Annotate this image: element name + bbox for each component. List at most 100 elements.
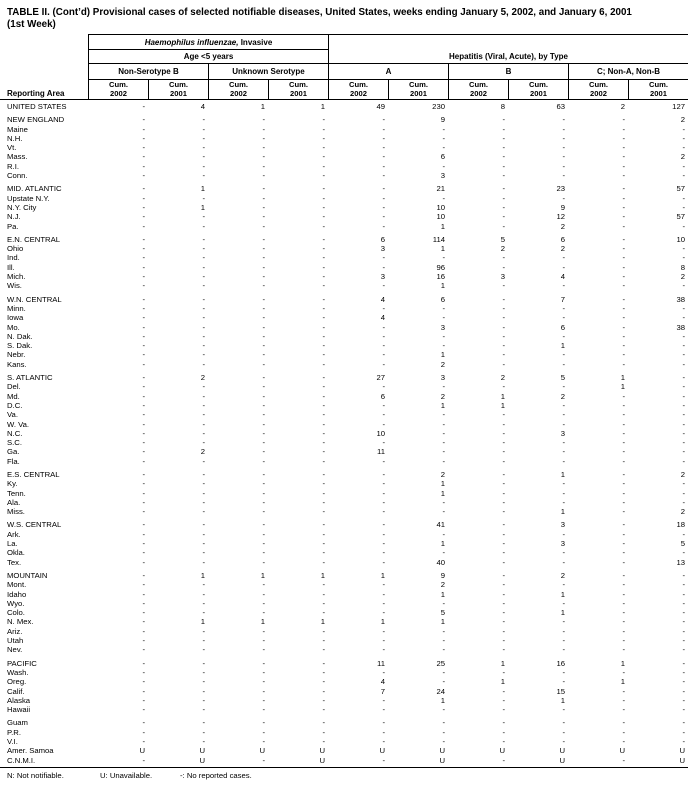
cell-value: - [382, 497, 385, 507]
cell-value: - [622, 281, 625, 291]
cell-value: 1 [620, 382, 625, 392]
row-label: N.H. [7, 133, 23, 143]
cell-value: - [622, 718, 625, 728]
cell-value: - [262, 548, 265, 558]
table-row: N.C. - - - - 10 - - 3 - - [0, 429, 688, 438]
cell-value: - [442, 438, 445, 448]
cell-value: - [682, 529, 685, 539]
row-label: E.N. CENTRAL [7, 234, 60, 244]
cell-value: - [442, 143, 445, 153]
cell-value: - [502, 382, 505, 392]
cell-value: - [142, 133, 145, 143]
cell-value: - [442, 677, 445, 687]
cell-value: - [622, 529, 625, 539]
cell-value: U [199, 746, 205, 756]
cell-value: - [682, 705, 685, 715]
cell-value: - [262, 400, 265, 410]
cell-value: - [682, 695, 685, 705]
cell-value: 3 [380, 244, 385, 254]
cell-value: - [682, 221, 685, 231]
cell-value: 1 [440, 539, 445, 549]
cell-value: - [622, 400, 625, 410]
cell-value: - [322, 400, 325, 410]
cell-value: - [502, 124, 505, 134]
cell-value: 8 [500, 102, 505, 111]
cell-value: 2 [680, 272, 685, 282]
column-header-cum-5: Cum. 2002 [328, 80, 388, 99]
cell-value: - [142, 598, 145, 608]
cell-value: - [142, 469, 145, 479]
cell-value: - [622, 497, 625, 507]
cell-value: - [202, 718, 205, 728]
cell-value: - [562, 557, 565, 567]
cell-value: - [682, 727, 685, 737]
cell-value: - [382, 253, 385, 263]
cell-value: - [202, 557, 205, 567]
table-row: Upstate N.Y. - - - - - - - - - - [0, 194, 688, 203]
cell-value: 1 [380, 570, 385, 580]
cell-value: - [262, 428, 265, 438]
table-row: N.Y. City - 1 - - - 10 - 9 - - [0, 203, 688, 212]
cell-value: - [142, 580, 145, 590]
cell-value: 1 [440, 488, 445, 498]
cell-value: - [202, 479, 205, 489]
cell-value: - [502, 438, 505, 448]
cell-value: - [442, 737, 445, 746]
cell-value: - [562, 400, 565, 410]
cell-value: - [682, 382, 685, 392]
cell-value: 24 [436, 686, 445, 696]
cell-value: - [202, 313, 205, 323]
cell-value: - [622, 557, 625, 567]
cell-value: - [562, 161, 565, 171]
cell-value: 8 [680, 262, 685, 272]
region-group: Guam - - - - - - - - - - P.R. - - - - - - - - - - V.I. - - - - - - - -… [0, 718, 688, 764]
cell-value: - [142, 410, 145, 420]
row-label: Ga. [7, 447, 20, 457]
cell-value: - [622, 456, 625, 466]
cell-value: - [382, 456, 385, 466]
cell-value: - [322, 488, 325, 498]
table-row: Ga. - 2 - - 11 - - - - - [0, 447, 688, 456]
cell-value: - [562, 617, 565, 627]
cell-value: - [502, 507, 505, 517]
cell-value: - [262, 382, 265, 392]
cell-value: - [322, 341, 325, 351]
cell-value: - [322, 667, 325, 677]
table-row: S.C. - - - - - - - - - - [0, 438, 688, 447]
cell-value: 6 [380, 391, 385, 401]
row-label: Ala. [7, 497, 21, 507]
cell-value: - [502, 705, 505, 715]
row-label: N.J. [7, 212, 21, 222]
cell-value: - [322, 171, 325, 181]
cell-value: - [202, 115, 205, 125]
cell-value: 3 [440, 171, 445, 181]
cell-value: 6 [560, 234, 565, 244]
cell-value: - [142, 234, 145, 244]
cell-value: - [562, 447, 565, 457]
cell-value: - [442, 303, 445, 313]
cell-value: - [202, 438, 205, 448]
cell-value: - [502, 161, 505, 171]
cell-value: - [622, 253, 625, 263]
cell-value: - [142, 608, 145, 618]
cell-value: - [442, 626, 445, 636]
cell-value: - [322, 244, 325, 254]
cell-value: - [202, 677, 205, 687]
cell-value: - [622, 244, 625, 254]
cell-value: - [382, 143, 385, 153]
cell-value: - [142, 294, 145, 304]
cell-value: - [442, 341, 445, 351]
cell-value: - [142, 303, 145, 313]
cell-value: - [322, 658, 325, 668]
cell-value: - [442, 727, 445, 737]
cell-value: - [142, 373, 145, 383]
cell-value: 23 [556, 184, 565, 194]
cell-value: - [502, 152, 505, 162]
table-row: La. - - - - - 1 - 3 - 5 [0, 539, 688, 548]
table-row: Conn. - - - - - 3 - - - - [0, 171, 688, 180]
cell-value: - [502, 143, 505, 153]
cell-value: - [262, 272, 265, 282]
cell-value: - [142, 705, 145, 715]
row-label: Colo. [7, 608, 25, 618]
cell-value: - [202, 322, 205, 332]
